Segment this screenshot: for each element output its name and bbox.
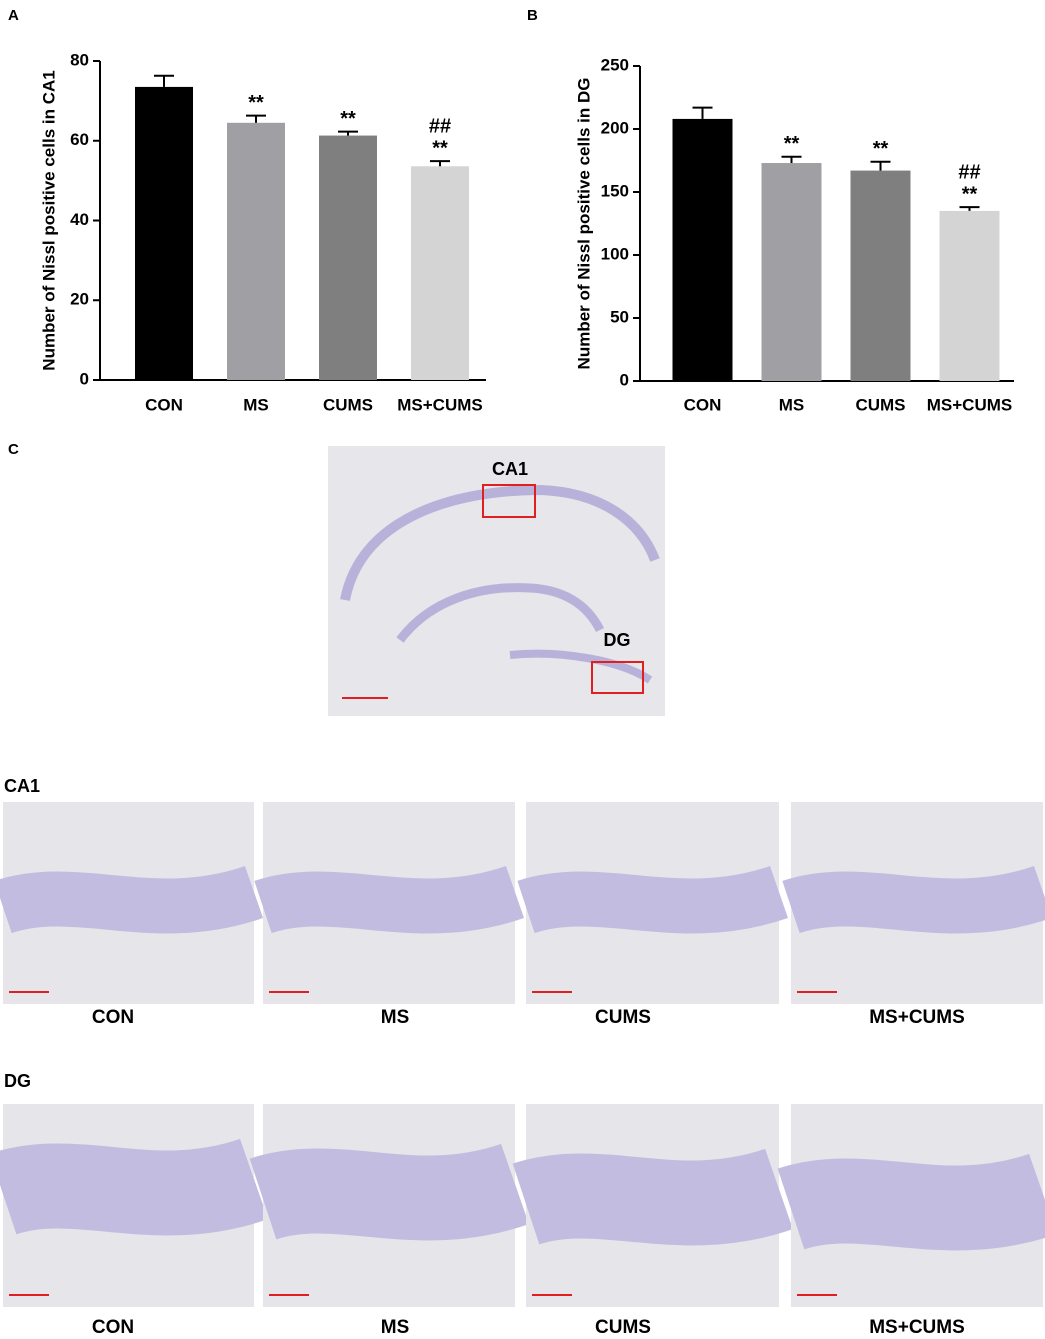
y-axis-label: Number of Nissl positive cells in CA1 [39,70,58,370]
micrograph [777,1104,1045,1307]
cell-layer [517,865,788,934]
x-tick-label: MS [243,395,269,414]
y-tick-label: 20 [70,290,89,309]
y-tick-label: 100 [601,244,629,263]
group-label: CUMS [595,1317,651,1338]
region-label: DG [604,630,631,650]
cell-layer [249,1143,529,1241]
bar [672,118,733,382]
region-label: CA1 [492,459,528,479]
group-label: CUMS [595,1007,651,1028]
micrograph [782,802,1045,1004]
panel-label: A [8,7,19,24]
micrograph [0,1104,268,1307]
group-label: MS [381,1007,410,1028]
y-tick-label: 60 [70,130,89,149]
cell-layer [0,1138,268,1236]
row-label: DG [4,1071,31,1091]
group-label: MS+CUMS [869,1317,965,1338]
bar [761,163,822,381]
significance-mark: ** [340,108,356,130]
cell-layer [0,865,264,934]
significance-mark: ** [962,183,978,205]
significance-mark: ** [873,138,889,160]
bar [135,86,193,380]
cell-layer [512,1148,793,1246]
group-label: MS+CUMS [869,1007,965,1028]
bar [319,135,377,380]
cell-layer [782,865,1045,934]
significance-mark: ## [958,161,980,183]
panel-label: C [8,441,19,458]
cell-layer [777,1153,1045,1251]
significance-mark: ** [432,137,448,159]
y-tick-label: 0 [80,369,89,388]
x-tick-label: MS+CUMS [927,395,1012,414]
y-tick-label: 40 [70,210,89,229]
group-label: CON [92,1317,134,1338]
group-label: MS [381,1317,410,1338]
micrograph [249,1104,529,1307]
panel-label: B [527,7,538,24]
y-tick-label: 200 [601,118,629,137]
micrograph [0,802,264,1004]
x-tick-label: CON [684,395,722,414]
y-tick-label: 0 [620,370,629,389]
group-label: CON [92,1007,134,1028]
bar [850,170,911,381]
row-label: CA1 [4,776,40,796]
micrograph [517,802,788,1004]
y-tick-label: 50 [610,307,629,326]
overview-image [328,446,665,716]
significance-mark: ## [429,115,451,137]
bar [939,210,1000,381]
x-tick-label: CON [145,395,183,414]
x-tick-label: CUMS [855,395,905,414]
x-tick-label: MS+CUMS [397,395,482,414]
micrograph [512,1104,793,1307]
bar [227,122,285,381]
cell-layer [254,865,525,934]
x-tick-label: CUMS [323,395,373,414]
significance-mark: ** [784,133,800,155]
bar [411,166,469,380]
micrograph [254,802,525,1004]
x-tick-label: MS [779,395,805,414]
y-tick-label: 150 [601,181,629,200]
y-tick-label: 250 [601,55,629,74]
y-axis-label: Number of Nissl positive cells in DG [574,78,593,370]
y-tick-label: 80 [70,50,89,69]
significance-mark: ** [248,92,264,114]
